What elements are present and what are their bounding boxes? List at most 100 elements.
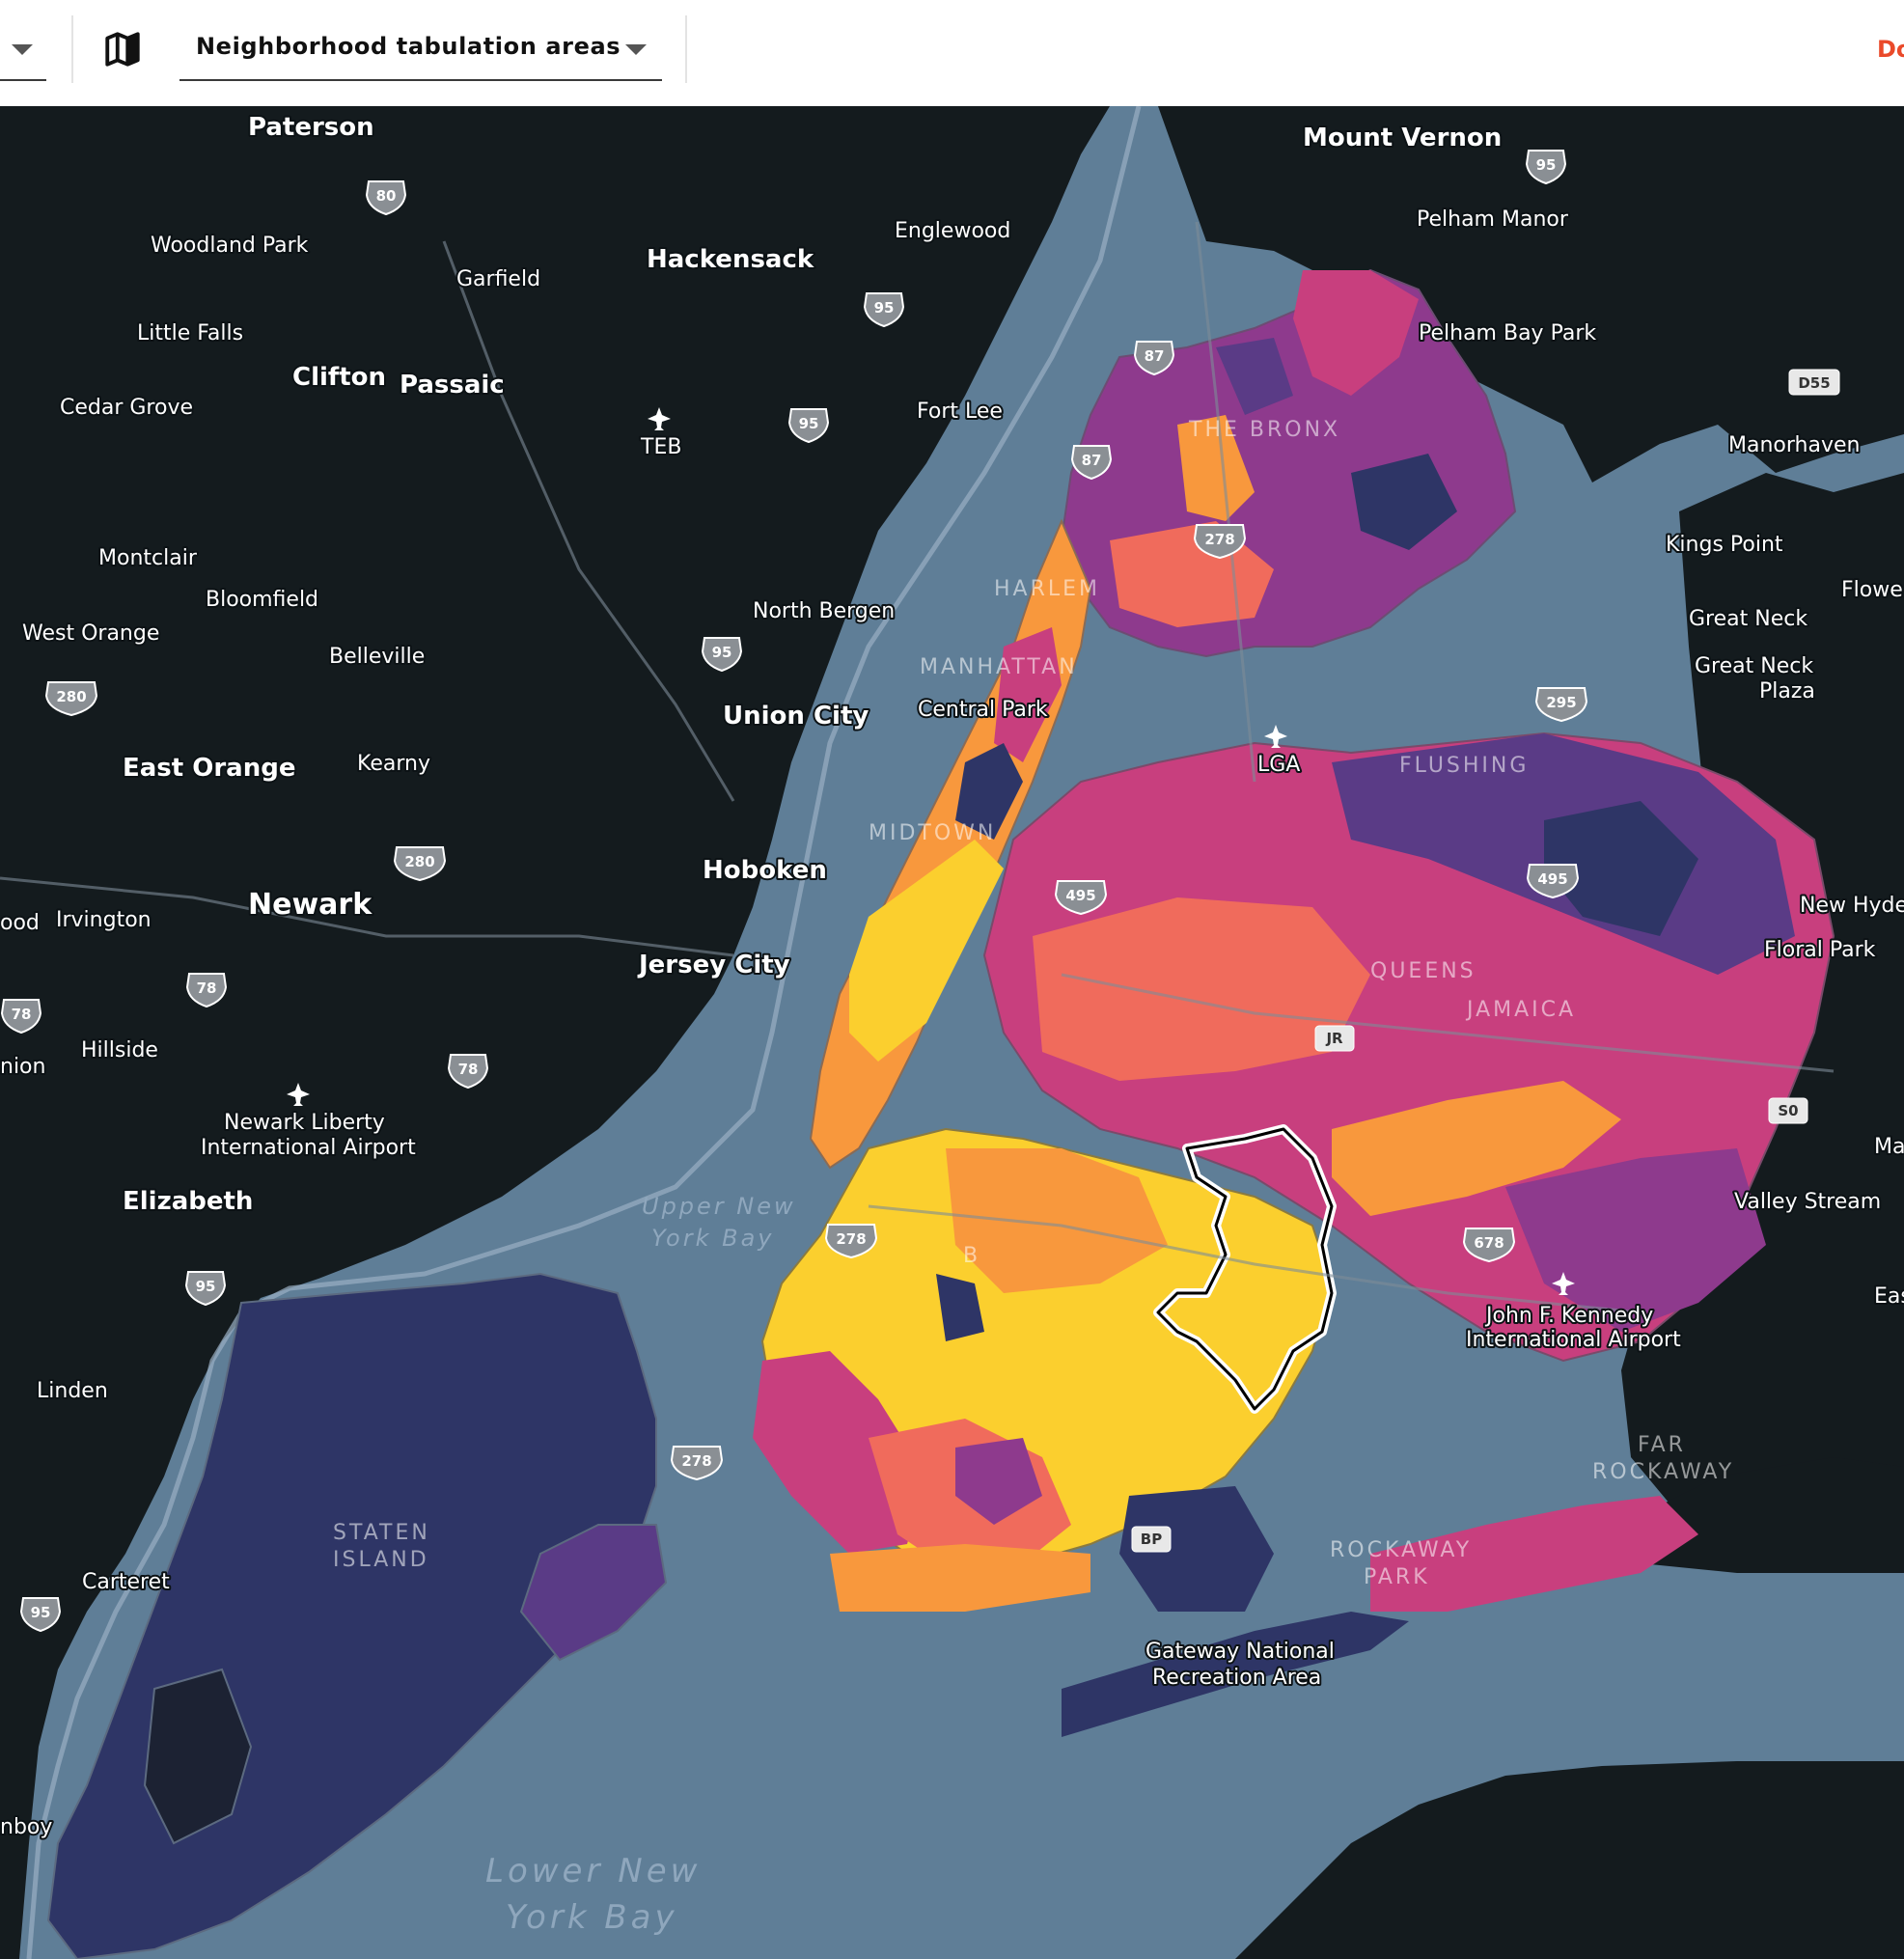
place-label-linden: Linden (37, 1379, 108, 1403)
rockaway-peninsula (1370, 1496, 1698, 1612)
svg-text:95: 95 (712, 644, 732, 661)
place-label-flowe: Flowe (1841, 578, 1903, 602)
choropleth-map[interactable]: THE BRONX MANHATTAN FLUSHING QUEENS JAMA… (0, 106, 1904, 1959)
region-label-harlem: HARLEM (994, 577, 1100, 601)
region-label-midtown: MIDTOWN (869, 821, 996, 845)
queens-coral (1033, 897, 1370, 1081)
place-label-ma: Ma (1874, 1135, 1904, 1159)
region-label-queens: QUEENS (1370, 959, 1476, 983)
svg-text:95: 95 (1536, 156, 1557, 174)
interstate-shield-278: 278 (824, 1224, 878, 1259)
region-label-brooklyn: B (963, 1244, 980, 1268)
toolbar-divider (685, 15, 687, 83)
nj-mainland (0, 106, 1110, 1959)
interstate-shield-295: 295 (1534, 687, 1588, 723)
region-label-far-rockaway-1: FAR (1638, 1433, 1686, 1457)
place-label-great-neck: Great Neck (1689, 607, 1807, 631)
place-label-woodland-park: Woodland Park (151, 234, 309, 258)
route-box-d55: D55 (1788, 369, 1840, 396)
interstate-shield-495: 495 (1526, 864, 1580, 899)
svg-text:278: 278 (681, 1452, 711, 1470)
svg-text:678: 678 (1474, 1234, 1504, 1252)
airport-icon (1264, 725, 1287, 748)
place-label-manorhaven: Manorhaven (1728, 433, 1860, 457)
svg-text:80: 80 (376, 187, 397, 205)
route-box-bp: BP (1131, 1526, 1172, 1553)
place-label-west-orange: West Orange (22, 621, 159, 646)
place-label-montclair: Montclair (98, 546, 198, 570)
interstate-shield-95: 95 (184, 1271, 227, 1307)
place-label-new-hyde-park: New Hyde (1800, 894, 1904, 918)
place-label-jersey-city: Jersey City (637, 951, 790, 980)
svg-text:278: 278 (1204, 531, 1234, 548)
jamaica-bay-marsh (1119, 1486, 1274, 1612)
region-label-far-rockaway-2: ROCKAWAY (1592, 1460, 1734, 1484)
svg-text:295: 295 (1546, 694, 1576, 711)
svg-text:95: 95 (799, 415, 819, 432)
place-label-north-bergen: North Bergen (753, 599, 895, 623)
bronx-dark (1351, 454, 1457, 550)
interstate-shield-95: 95 (787, 408, 830, 444)
interstate-shield-280: 280 (393, 846, 447, 882)
svg-text:95: 95 (31, 1604, 51, 1621)
map-canvas: THE BRONX MANHATTAN FLUSHING QUEENS JAMA… (0, 106, 1904, 1959)
caret-down-icon (625, 44, 647, 55)
airport-icon (1552, 1272, 1575, 1295)
svg-text:78: 78 (458, 1061, 479, 1078)
place-label-little-falls: Little Falls (137, 321, 243, 345)
bronx-purple (1216, 338, 1293, 415)
water-label-upper-bay-2: York Bay (651, 1225, 774, 1252)
place-label-mount-vernon: Mount Vernon (1303, 124, 1502, 152)
place-label-nboy: nboy (0, 1815, 52, 1839)
interstate-shield-87: 87 (1133, 341, 1175, 376)
place-label-gateway-2: Recreation Area (1152, 1666, 1321, 1690)
brooklyn-magenta (955, 1438, 1042, 1525)
place-label-nion: nion (0, 1055, 45, 1079)
svg-text:78: 78 (12, 1006, 32, 1023)
place-label-bloomfield: Bloomfield (206, 588, 318, 612)
place-label-hillside: Hillside (81, 1038, 158, 1062)
place-label-carteret: Carteret (82, 1570, 170, 1594)
place-label-lga: LGA (1257, 753, 1300, 777)
brooklyn-pink (753, 1351, 926, 1554)
interstate-shield-78: 78 (185, 973, 228, 1008)
place-label-union-city: Union City (723, 702, 869, 731)
place-label-belleville: Belleville (329, 645, 425, 669)
place-label-newark-airport-1: Newark Liberty (224, 1111, 385, 1135)
place-label-fort-lee: Fort Lee (917, 400, 1003, 424)
place-label-jfk-1: John F. Kennedy (1484, 1304, 1653, 1328)
bronx-orange (1177, 415, 1255, 521)
breezy-point (1062, 1612, 1409, 1737)
place-label-hoboken: Hoboken (703, 856, 827, 885)
left-select-partial[interactable] (0, 15, 48, 83)
map-toolbar: Neighborhood tabulation areas Do (0, 0, 1904, 106)
place-label-gateway-1: Gateway National (1145, 1640, 1335, 1664)
download-link[interactable]: Do (1877, 36, 1904, 63)
svg-text:D55: D55 (1798, 374, 1830, 392)
place-label-pelham-manor: Pelham Manor (1417, 207, 1569, 232)
westchester-land (1158, 106, 1904, 483)
place-label-kearny: Kearny (357, 752, 430, 776)
bronx-pink (1293, 270, 1419, 396)
state-boundary (26, 106, 1142, 1959)
interstate-shield-95: 95 (701, 637, 743, 673)
staten-island-dark (143, 1668, 253, 1845)
water-label-lower-bay-2: York Bay (506, 1898, 678, 1937)
queens-orange (1332, 1081, 1621, 1216)
manhattan-dark (955, 743, 1023, 840)
region-label-manhattan: MANHATTAN (920, 655, 1078, 679)
map-icon (102, 29, 143, 69)
place-label-newark-airport-2: International Airport (201, 1136, 416, 1160)
interstate-shield-278: 278 (670, 1446, 724, 1481)
layer-select[interactable]: Neighborhood tabulation areas (179, 15, 662, 83)
svg-text:95: 95 (196, 1278, 216, 1295)
interstate-shield-280: 280 (44, 681, 98, 717)
place-label-englewood: Englewood (895, 219, 1010, 243)
route-box-jr: JR (1314, 1025, 1355, 1052)
region-label-jamaica: JAMAICA (1465, 998, 1576, 1022)
water-label-lower-bay-1: Lower New (485, 1852, 701, 1890)
route-box-s0: S0 (1768, 1097, 1808, 1124)
coney-island (830, 1544, 1090, 1612)
interstate-shield-278: 278 (1193, 524, 1247, 560)
highways (0, 221, 1835, 1314)
